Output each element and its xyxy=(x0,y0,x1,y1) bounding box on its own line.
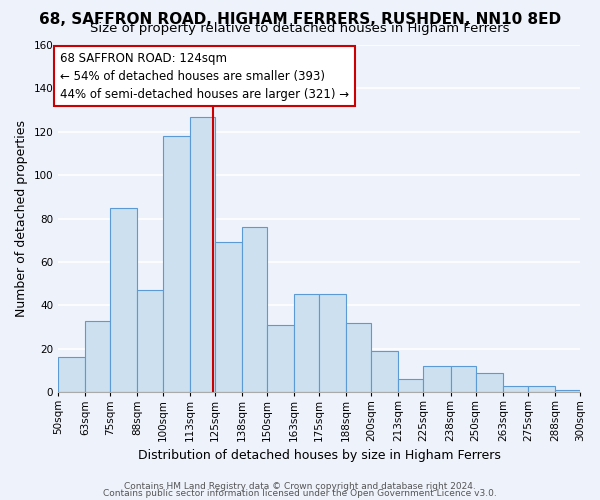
Bar xyxy=(424,366,451,392)
Bar xyxy=(215,242,242,392)
Bar xyxy=(58,358,85,392)
Bar xyxy=(319,294,346,392)
Bar xyxy=(85,320,110,392)
X-axis label: Distribution of detached houses by size in Higham Ferrers: Distribution of detached houses by size … xyxy=(137,450,500,462)
Bar xyxy=(163,136,190,392)
Bar xyxy=(398,379,424,392)
Text: Contains HM Land Registry data © Crown copyright and database right 2024.: Contains HM Land Registry data © Crown c… xyxy=(124,482,476,491)
Text: Size of property relative to detached houses in Higham Ferrers: Size of property relative to detached ho… xyxy=(90,22,510,35)
Text: Contains public sector information licensed under the Open Government Licence v3: Contains public sector information licen… xyxy=(103,488,497,498)
Bar xyxy=(346,322,371,392)
Bar xyxy=(190,116,215,392)
Bar xyxy=(555,390,580,392)
Bar xyxy=(242,227,267,392)
Bar xyxy=(528,386,555,392)
Y-axis label: Number of detached properties: Number of detached properties xyxy=(15,120,28,317)
Bar xyxy=(267,325,294,392)
Bar xyxy=(110,208,137,392)
Bar xyxy=(451,366,476,392)
Bar xyxy=(137,290,163,392)
Text: 68 SAFFRON ROAD: 124sqm
← 54% of detached houses are smaller (393)
44% of semi-d: 68 SAFFRON ROAD: 124sqm ← 54% of detache… xyxy=(60,52,349,100)
Bar xyxy=(294,294,319,392)
Bar xyxy=(476,372,503,392)
Text: 68, SAFFRON ROAD, HIGHAM FERRERS, RUSHDEN, NN10 8ED: 68, SAFFRON ROAD, HIGHAM FERRERS, RUSHDE… xyxy=(39,12,561,26)
Bar xyxy=(503,386,528,392)
Bar xyxy=(371,351,398,392)
